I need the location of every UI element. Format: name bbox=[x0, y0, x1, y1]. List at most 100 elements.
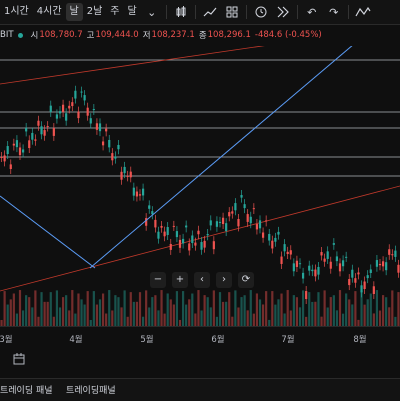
zigzag-icon[interactable] bbox=[352, 3, 374, 21]
redo-icon[interactable]: ↷ bbox=[329, 5, 339, 19]
candle-body bbox=[286, 251, 289, 254]
timeframe-1h[interactable]: 1시간 bbox=[4, 6, 29, 17]
zoom-in-button[interactable]: + bbox=[172, 272, 188, 288]
candle-body bbox=[298, 263, 302, 265]
candle-body bbox=[246, 214, 249, 222]
volume-bar bbox=[225, 301, 228, 326]
volume-bar bbox=[151, 297, 154, 326]
volume-bar bbox=[397, 292, 400, 326]
trading-panel-tab-2[interactable]: 트레이딩패널 bbox=[66, 386, 116, 396]
candle-body bbox=[55, 114, 59, 119]
timeframe-1w[interactable]: 주 bbox=[110, 6, 120, 17]
candle-body bbox=[385, 262, 388, 271]
undo-icon[interactable]: ↶ bbox=[307, 5, 317, 19]
candle-body bbox=[354, 278, 357, 283]
volume-bar bbox=[15, 313, 19, 326]
volume-bar bbox=[320, 316, 323, 326]
candle-body bbox=[34, 139, 37, 141]
volume-bar bbox=[148, 307, 151, 326]
candle-body bbox=[209, 220, 212, 226]
candle-body bbox=[280, 256, 283, 264]
candle-body bbox=[9, 164, 12, 170]
timeframe-4h[interactable]: 4시간 bbox=[36, 6, 62, 17]
volume-bar bbox=[338, 290, 342, 326]
candle-body bbox=[372, 286, 375, 294]
volume-bar bbox=[166, 293, 169, 326]
go-to-date-icon[interactable] bbox=[12, 352, 26, 366]
chart-canvas[interactable] bbox=[0, 21, 400, 326]
candle-body bbox=[397, 264, 400, 273]
volume-bar bbox=[111, 310, 114, 326]
volume-bar bbox=[369, 293, 372, 326]
candle-body bbox=[92, 109, 95, 111]
scroll-left-button[interactable]: ‹ bbox=[194, 272, 210, 288]
alert-icon[interactable] bbox=[250, 3, 272, 21]
volume-bar bbox=[360, 291, 363, 326]
volume-bar bbox=[341, 313, 345, 326]
scroll-right-button[interactable]: › bbox=[216, 272, 232, 288]
candle-body bbox=[258, 220, 262, 229]
chevron-down-icon[interactable]: ⌄ bbox=[147, 5, 157, 19]
candle-body bbox=[40, 126, 43, 135]
candle-body bbox=[268, 233, 271, 241]
volume-bar bbox=[123, 290, 126, 326]
candle-body bbox=[228, 212, 231, 217]
open-value: 108,780.7 bbox=[39, 30, 83, 40]
timeframe-1d[interactable]: 날 bbox=[65, 3, 83, 21]
trading-panel-tab[interactable]: 트레이딩 패널 bbox=[0, 386, 53, 396]
volume-bar bbox=[31, 307, 34, 326]
volume-bar bbox=[129, 292, 132, 326]
candle-body bbox=[135, 191, 139, 197]
replay-icon[interactable] bbox=[272, 3, 294, 21]
candle-body bbox=[31, 132, 34, 140]
candle-body bbox=[191, 235, 194, 244]
volume-bar bbox=[249, 290, 252, 326]
volume-bar bbox=[228, 292, 231, 326]
candle-body bbox=[234, 203, 237, 211]
candle-body bbox=[378, 263, 382, 266]
volume-bar bbox=[101, 293, 105, 326]
volume-bar bbox=[234, 290, 237, 326]
volume-bar bbox=[46, 301, 49, 326]
layout-icon[interactable] bbox=[221, 3, 243, 21]
candle-body bbox=[341, 260, 345, 267]
volume-bar bbox=[206, 297, 209, 326]
zoom-out-button[interactable]: − bbox=[150, 272, 166, 288]
volume-bar bbox=[329, 297, 332, 326]
volume-bar bbox=[326, 307, 329, 326]
candle-body bbox=[375, 260, 379, 267]
indicators-icon[interactable] bbox=[199, 3, 221, 21]
volume-bar bbox=[9, 299, 12, 326]
volume-bar bbox=[268, 319, 271, 326]
candle-body bbox=[0, 157, 3, 158]
candle-body bbox=[283, 244, 286, 252]
candle-body bbox=[243, 204, 246, 209]
candle-body bbox=[169, 243, 172, 250]
volume-bar bbox=[295, 297, 299, 326]
timeframe-2d[interactable]: 2날 bbox=[86, 6, 103, 17]
volume-bar bbox=[37, 316, 40, 326]
volume-bar bbox=[348, 299, 351, 326]
candle-body bbox=[188, 243, 191, 251]
volume-bar bbox=[277, 299, 280, 326]
symbol-label[interactable]: BIT bbox=[0, 30, 14, 40]
price-chart[interactable] bbox=[0, 21, 400, 326]
candles-icon[interactable] bbox=[170, 3, 192, 21]
toolbar-divider bbox=[347, 5, 349, 19]
candle-body bbox=[111, 153, 114, 161]
volume-bar bbox=[332, 295, 335, 326]
candle-body bbox=[255, 224, 259, 230]
time-label: 3월 bbox=[0, 335, 13, 345]
volume-bar bbox=[12, 293, 15, 326]
candle-body bbox=[308, 265, 311, 271]
volume-bar bbox=[43, 301, 46, 326]
time-axis[interactable]: 3월 4월 5월 6월 7월 8월 bbox=[0, 326, 400, 349]
reset-chart-button[interactable]: ⟳ bbox=[238, 272, 254, 288]
volume-bar bbox=[145, 290, 148, 326]
candle-body bbox=[74, 90, 77, 99]
candle-body bbox=[65, 113, 68, 121]
candle-body bbox=[114, 156, 117, 159]
candle-body bbox=[123, 166, 126, 174]
timeframe-1m[interactable]: 달 bbox=[127, 6, 137, 17]
candle-body bbox=[120, 171, 123, 180]
